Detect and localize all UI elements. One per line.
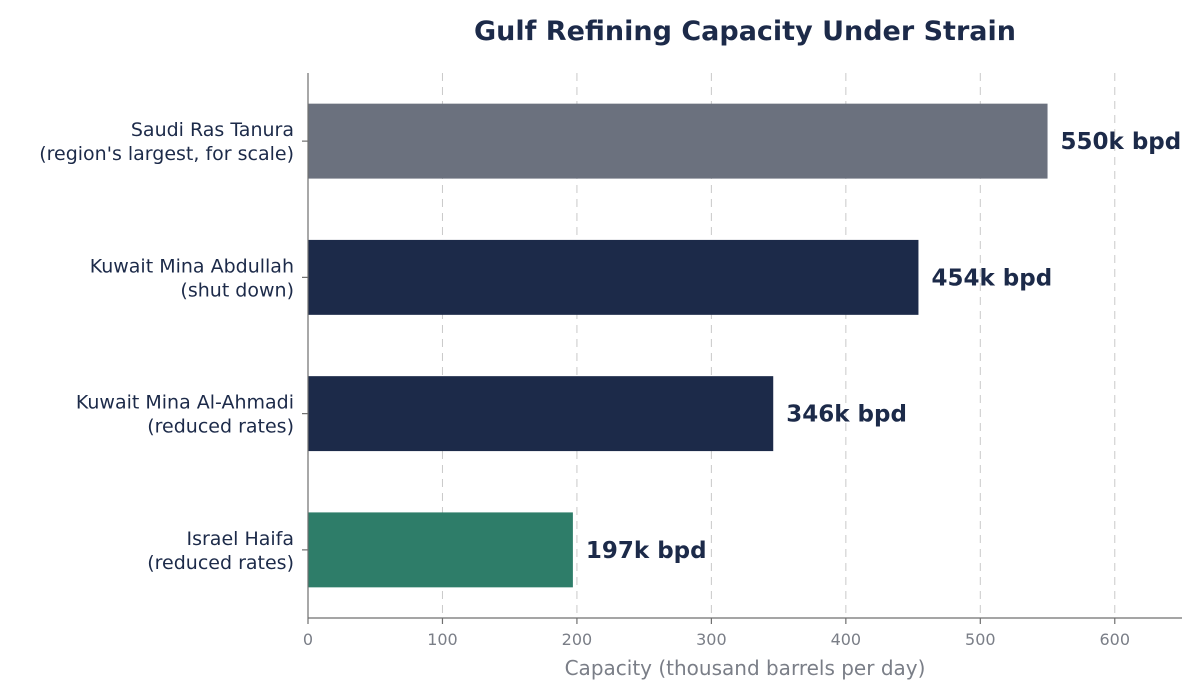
category-label: Kuwait Mina Abdullah <box>90 255 294 277</box>
category-sublabel: (region's largest, for scale) <box>39 143 294 165</box>
bar <box>308 512 573 588</box>
x-tick-label: 200 <box>562 630 593 649</box>
value-label: 454k bpd <box>931 265 1052 291</box>
bars <box>308 103 1048 588</box>
x-axis-title: Capacity (thousand barrels per day) <box>565 656 926 680</box>
chart-title: Gulf Refining Capacity Under Strain <box>474 16 1016 47</box>
value-label: 550k bpd <box>1061 129 1182 155</box>
x-tick-label: 100 <box>427 630 458 649</box>
category-label: Saudi Ras Tanura <box>131 119 294 141</box>
x-tick-label: 300 <box>696 630 727 649</box>
axes <box>302 73 1182 624</box>
category-sublabel: (reduced rates) <box>147 552 294 574</box>
category-sublabel: (reduced rates) <box>147 416 294 438</box>
x-tick-label: 600 <box>1099 630 1130 649</box>
bar <box>308 239 919 315</box>
category-label: Israel Haifa <box>186 528 294 550</box>
value-label: 346k bpd <box>786 402 907 428</box>
value-label: 197k bpd <box>586 538 707 564</box>
labels: 0 100 200 300 400 500 600 Saudi Ras Tanura(regi… <box>39 119 1181 649</box>
bar <box>308 103 1048 179</box>
x-tick-label: 500 <box>965 630 996 649</box>
bar <box>308 376 774 452</box>
x-tick-label: 0 <box>303 630 313 649</box>
category-label: Kuwait Mina Al-Ahmadi <box>76 392 294 414</box>
category-sublabel: (shut down) <box>180 279 294 301</box>
x-tick-label: 400 <box>831 630 862 649</box>
